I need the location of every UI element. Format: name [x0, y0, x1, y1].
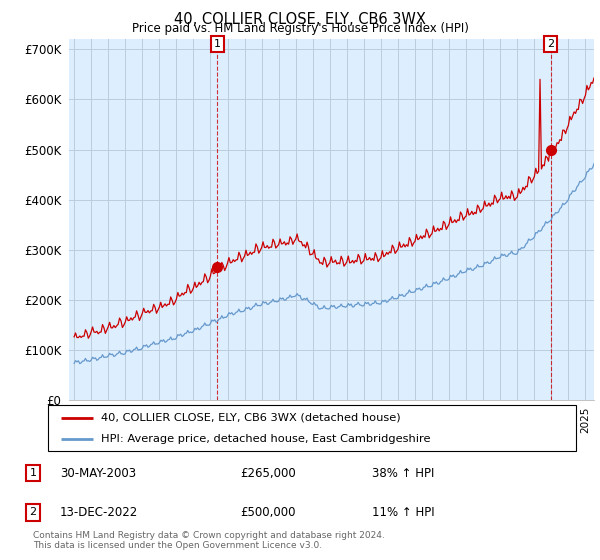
Text: 11% ↑ HPI: 11% ↑ HPI [372, 506, 434, 519]
Text: 1: 1 [29, 468, 37, 478]
Text: 30-MAY-2003: 30-MAY-2003 [60, 466, 136, 480]
Text: 40, COLLIER CLOSE, ELY, CB6 3WX (detached house): 40, COLLIER CLOSE, ELY, CB6 3WX (detache… [101, 413, 400, 423]
Text: 40, COLLIER CLOSE, ELY, CB6 3WX: 40, COLLIER CLOSE, ELY, CB6 3WX [174, 12, 426, 27]
Text: 13-DEC-2022: 13-DEC-2022 [60, 506, 138, 519]
Text: 2: 2 [547, 39, 554, 49]
Text: £265,000: £265,000 [240, 466, 296, 480]
Text: 2: 2 [29, 507, 37, 517]
Text: £500,000: £500,000 [240, 506, 296, 519]
Text: Price paid vs. HM Land Registry's House Price Index (HPI): Price paid vs. HM Land Registry's House … [131, 22, 469, 35]
Text: HPI: Average price, detached house, East Cambridgeshire: HPI: Average price, detached house, East… [101, 435, 430, 444]
Text: 1: 1 [214, 39, 221, 49]
Text: 38% ↑ HPI: 38% ↑ HPI [372, 466, 434, 480]
Text: Contains HM Land Registry data © Crown copyright and database right 2024.
This d: Contains HM Land Registry data © Crown c… [33, 530, 385, 550]
